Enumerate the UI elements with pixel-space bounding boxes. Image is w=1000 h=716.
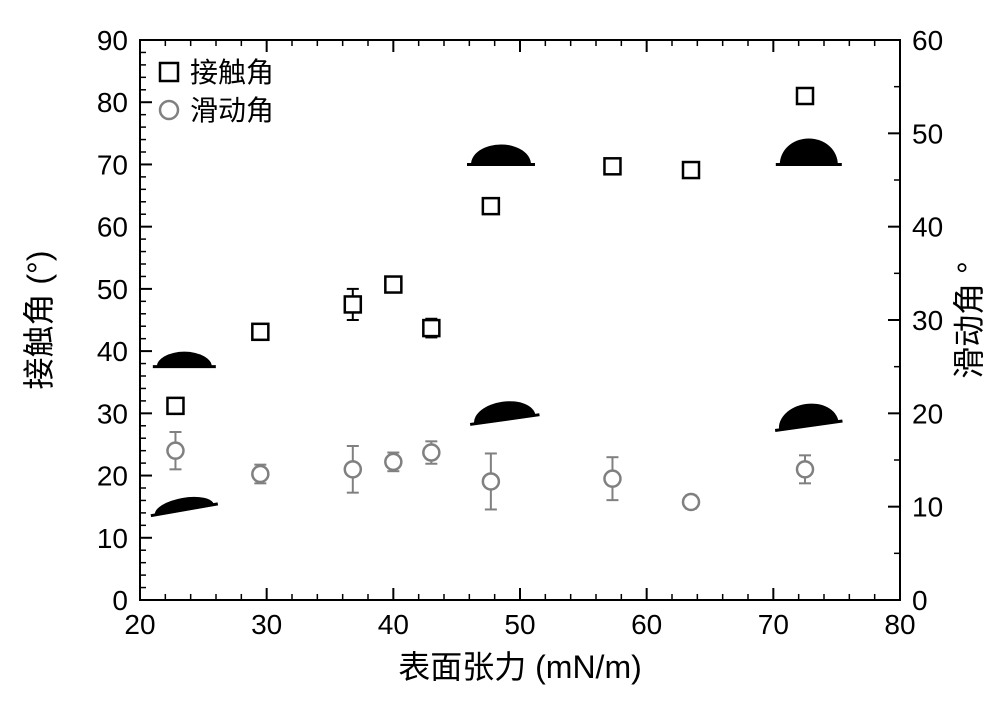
sliding-angle-point [385, 454, 401, 470]
contact-angle-point [797, 88, 813, 104]
chart-container: 2030405060708001020304050607080900102030… [0, 0, 1000, 716]
droplet-inset [776, 138, 842, 164]
x-tick-label: 70 [758, 609, 789, 640]
y-left-tick-label: 80 [97, 87, 128, 118]
sliding-angle-point [345, 461, 361, 477]
legend-square-icon [160, 63, 178, 81]
contact-angle-point [423, 320, 439, 336]
y-left-tick-label: 0 [112, 585, 128, 616]
contact-angle-point [683, 162, 699, 178]
contact-angle-point [604, 158, 620, 174]
sliding-angle-point [797, 461, 813, 477]
contact-angle-point [252, 324, 268, 340]
sliding-angle-point [423, 445, 439, 461]
y-left-tick-label: 10 [97, 523, 128, 554]
y-right-tick-label: 60 [912, 25, 943, 56]
sliding-angle-point [604, 471, 620, 487]
droplet-shape [153, 493, 214, 515]
y-left-tick-label: 20 [97, 461, 128, 492]
x-tick-label: 20 [124, 609, 155, 640]
contact-angle-point [345, 296, 361, 312]
y-right-tick-label: 40 [912, 212, 943, 243]
y-left-tick-label: 60 [97, 212, 128, 243]
sliding-angle-point [683, 494, 699, 510]
y-right-tick-label: 30 [912, 305, 943, 336]
x-tick-label: 80 [884, 609, 915, 640]
x-tick-label: 40 [378, 609, 409, 640]
contact-angle-point [483, 198, 499, 214]
dual-axis-scatter-chart: 2030405060708001020304050607080900102030… [0, 0, 1000, 716]
contact-angle-point [385, 277, 401, 293]
y-left-tick-label: 50 [97, 274, 128, 305]
y-left-tick-label: 40 [97, 336, 128, 367]
droplet-shape [780, 138, 838, 164]
x-axis-label: 表面张力 (mN/m) [398, 649, 642, 685]
sliding-angle-point [252, 466, 268, 482]
y-left-axis-label: 接触角 (°) [21, 250, 57, 389]
legend-label: 滑动角 [190, 95, 274, 126]
droplet-inset [153, 352, 216, 367]
y-right-tick-label: 50 [912, 118, 943, 149]
y-right-tick-label: 10 [912, 492, 943, 523]
sliding-angle-point [483, 473, 499, 489]
droplet-inset [468, 397, 540, 425]
sliding-angle-point [167, 443, 183, 459]
droplet-inset [149, 492, 218, 516]
droplet-shape [776, 400, 838, 430]
y-right-tick-label: 0 [912, 585, 928, 616]
x-tick-label: 50 [504, 609, 535, 640]
y-right-tick-label: 20 [912, 398, 943, 429]
y-right-axis-label: 滑动角 ° [951, 261, 987, 379]
contact-angle-point [167, 398, 183, 414]
droplet-shape [157, 352, 212, 367]
y-left-tick-label: 90 [97, 25, 128, 56]
x-tick-label: 60 [631, 609, 662, 640]
legend-circle-icon [160, 101, 178, 119]
y-left-tick-label: 30 [97, 398, 128, 429]
legend: 接触角滑动角 [160, 57, 274, 126]
droplet-shape [471, 144, 531, 164]
y-left-tick-label: 70 [97, 149, 128, 180]
droplet-inset [772, 399, 842, 430]
x-tick-label: 30 [251, 609, 282, 640]
droplet-inset [467, 144, 535, 164]
legend-label: 接触角 [190, 57, 274, 88]
